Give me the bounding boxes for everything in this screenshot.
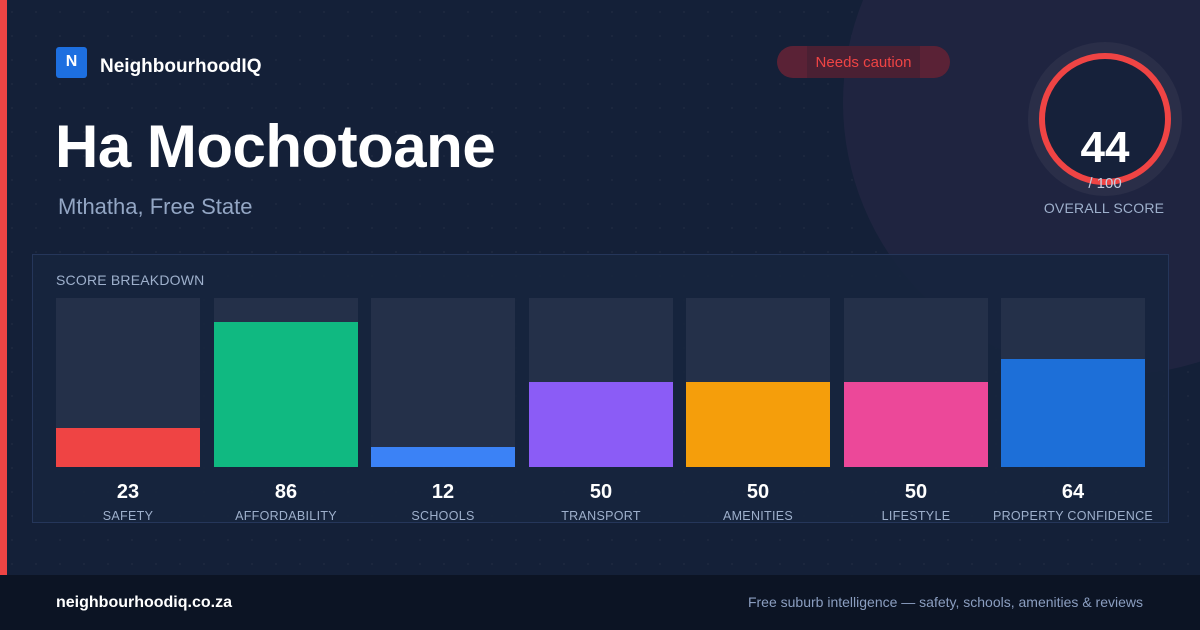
brand-name: NeighbourhoodIQ (100, 56, 262, 77)
brand-logo-icon: N (56, 46, 87, 78)
bar-track (1001, 298, 1145, 467)
score-bar-transport: 50 TRANSPORT (529, 298, 673, 524)
status-badge-label: Needs caution (815, 53, 912, 71)
score-breakdown-panel: SCORE BREAKDOWN 23 SAFETY 86 AFFORDABILITY 1… (32, 254, 1169, 523)
bar-label: SCHOOLS (411, 509, 475, 523)
bar-label: SAFETY (102, 509, 154, 523)
overall-score-value: 44 (1080, 123, 1130, 172)
bar-fill (214, 322, 358, 467)
footer-tagline: Free suburb intelligence — safety, schoo… (747, 594, 1143, 610)
score-ring-graphic (1039, 53, 1171, 185)
bar-value: 23 (116, 481, 140, 503)
bar-track (214, 298, 358, 467)
score-bar-property-confidence: 64 PROPERTY CONFIDENCE (993, 298, 1153, 524)
overall-score-max: / 100 (1088, 175, 1122, 192)
bar-fill (56, 428, 200, 467)
score-bar-safety: 23 SAFETY (56, 298, 200, 524)
overall-score-ring: 44 / 100 (1028, 42, 1182, 196)
bar-track (56, 298, 200, 467)
bar-label: LIFESTYLE (881, 509, 951, 523)
bar-fill (686, 382, 830, 467)
breakdown-title: SCORE BREAKDOWN (56, 272, 205, 288)
overall-score-caption: OVERALL SCORE (1043, 200, 1165, 216)
bar-value: 12 (431, 481, 455, 503)
bar-fill (529, 382, 673, 467)
bar-value: 50 (904, 481, 928, 503)
bar-track (844, 298, 988, 467)
bar-value: 50 (589, 481, 613, 503)
footer: neighbourhoodiq.co.za Free suburb intell… (0, 575, 1200, 630)
score-ring-progress (1039, 53, 1171, 185)
suburb-title: Ha Mochotoane (55, 113, 496, 180)
bar-track (529, 298, 673, 467)
bar-fill (371, 447, 515, 467)
brand[interactable]: N NeighbourhoodIQ (56, 46, 261, 78)
bar-label: PROPERTY CONFIDENCE (992, 509, 1154, 523)
bar-value: 86 (274, 481, 298, 503)
status-badge: Needs caution (777, 46, 950, 78)
footer-site-link[interactable]: neighbourhoodiq.co.za (56, 594, 232, 611)
suburb-location: Mthatha, Free State (58, 194, 253, 219)
bar-label: AMENITIES (722, 509, 794, 523)
bar-track (371, 298, 515, 467)
accent-stripe (0, 0, 7, 575)
score-bar-amenities: 50 AMENITIES (686, 298, 830, 524)
score-bar-lifestyle: 50 LIFESTYLE (844, 298, 988, 524)
bar-value: 64 (1061, 481, 1085, 503)
bar-track (686, 298, 830, 467)
score-bar-schools: 12 SCHOOLS (371, 298, 515, 524)
bar-label: AFFORDABILITY (235, 509, 337, 523)
bar-fill (1001, 359, 1145, 467)
bar-value: 50 (746, 481, 770, 503)
bar-fill (844, 382, 988, 467)
score-bar-affordability: 86 AFFORDABILITY (214, 298, 358, 524)
bar-label: TRANSPORT (561, 509, 641, 523)
